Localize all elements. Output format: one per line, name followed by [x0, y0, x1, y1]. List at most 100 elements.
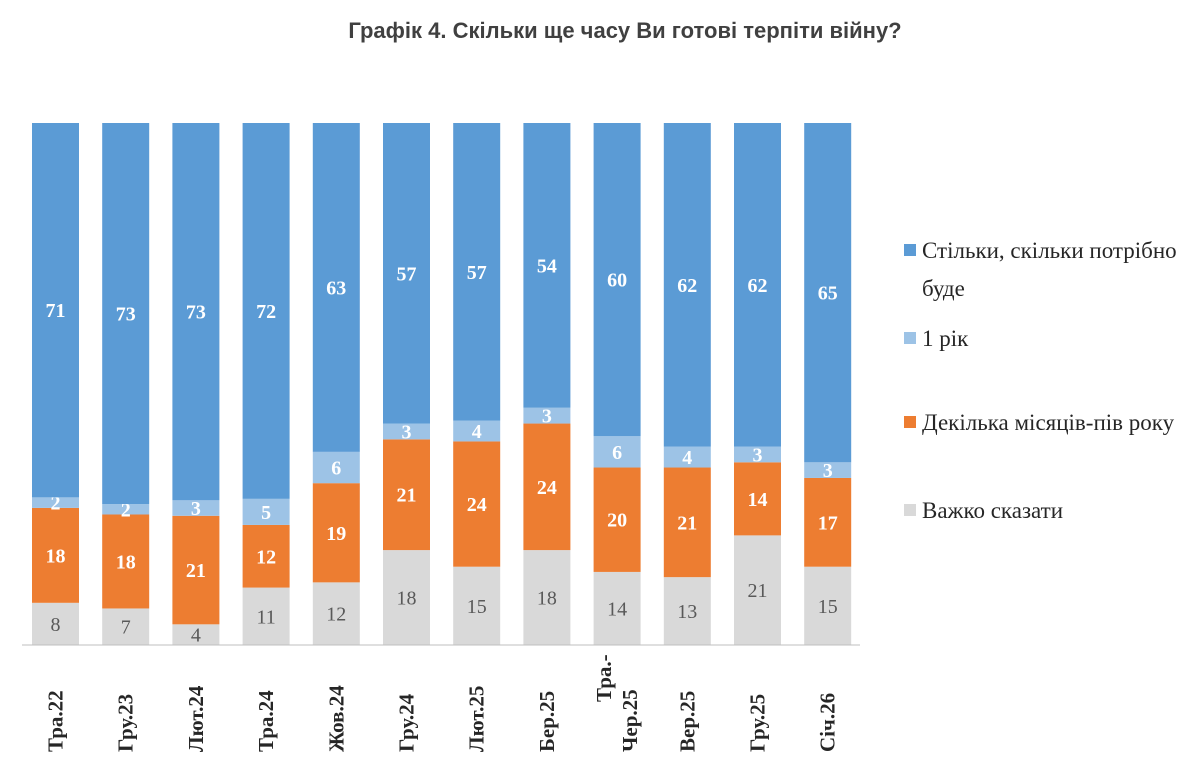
x-tick-label: Вер.25: [675, 691, 699, 752]
chart-title: Графік 4. Скільки ще часу Ви готові терп…: [348, 18, 902, 43]
data-label: 15: [467, 596, 487, 618]
data-label: 62: [748, 275, 768, 297]
bar-segment: [663, 577, 711, 645]
bar-segment: [383, 423, 430, 440]
legend-item-several-months: Декілька місяців-пів року: [904, 404, 1194, 442]
bar-segment: [593, 571, 641, 645]
legend-item-hard-to-say: Важко сказати: [904, 492, 1194, 530]
data-label: 2: [121, 499, 131, 521]
bar-segment: [32, 602, 79, 645]
data-label: 20: [607, 510, 627, 532]
x-tick-label: Тра.22: [44, 690, 68, 752]
legend-item-1-year: 1 рік: [904, 320, 1194, 358]
bar-segment: [804, 462, 852, 478]
bar-segment: [734, 123, 781, 447]
data-label: 3: [542, 406, 552, 428]
bar-segment: [172, 123, 220, 501]
data-label: 63: [326, 277, 346, 299]
bar-segment: [523, 407, 571, 424]
bar-segment: [523, 550, 571, 645]
data-label: 6: [331, 458, 341, 480]
data-label: 21: [748, 580, 768, 602]
data-label: 11: [256, 606, 275, 628]
data-label: 72: [256, 301, 276, 323]
x-tick-label: Тра.24: [254, 690, 278, 752]
data-label: 3: [191, 498, 201, 520]
x-tick-label: Гру.24: [395, 693, 419, 752]
bar-segment: [663, 446, 711, 468]
data-label: 57: [467, 262, 487, 284]
data-label: 18: [46, 545, 66, 567]
bar-segment: [383, 550, 430, 645]
bar-segment: [663, 123, 711, 447]
bar-segment: [453, 420, 501, 442]
x-tick-label: Жов.24: [324, 685, 348, 752]
data-label: 21: [186, 560, 206, 582]
bar-segment: [32, 497, 79, 508]
data-label: 3: [823, 460, 833, 482]
x-tick-label: Бер.25: [535, 691, 559, 752]
data-label: 65: [818, 283, 838, 305]
bar-segment: [242, 123, 290, 499]
legend-label: 1 рік: [922, 326, 969, 351]
x-tick-label: Гру.25: [746, 694, 770, 752]
bar-segment: [453, 123, 501, 421]
bar-segment: [804, 123, 852, 463]
bar-segment: [804, 477, 852, 567]
data-label: 4: [472, 421, 482, 443]
x-tick-label: Гру.23: [114, 694, 138, 752]
data-label: 13: [677, 601, 697, 623]
data-label: 18: [116, 551, 136, 573]
bar-segment: [804, 566, 852, 645]
bar-segment: [172, 515, 220, 625]
bar-segment: [312, 451, 360, 484]
bar-segment: [172, 624, 220, 645]
bar-segment: [242, 498, 290, 525]
bar-segment: [593, 436, 641, 468]
data-label: 14: [607, 598, 627, 620]
data-label: 19: [326, 523, 346, 545]
bar-segment: [523, 123, 571, 408]
bar-segment: [102, 504, 150, 515]
data-label: 6: [612, 442, 622, 464]
bar-segment: [734, 446, 781, 463]
bar-segment: [453, 566, 501, 645]
legend-swatch: [904, 416, 916, 428]
bar-segment: [32, 507, 79, 603]
legend-swatch: [904, 332, 916, 344]
legend-swatch: [904, 504, 916, 516]
data-label: 3: [753, 444, 763, 466]
data-label: 18: [397, 588, 417, 610]
data-label: 60: [607, 270, 627, 292]
legend-item-as-long-as-needed: Стільки, скільки потрібно буде: [904, 232, 1194, 308]
legend-label: Стільки, скільки потрібно буде: [922, 238, 1177, 301]
legend-label: Декілька місяців-пів року: [922, 410, 1175, 435]
data-label: 8: [51, 614, 61, 636]
bar-segment: [312, 123, 360, 452]
legend-label: Важко сказати: [922, 498, 1063, 523]
bar-segment: [32, 123, 79, 498]
bar-segment: [383, 439, 430, 551]
legend-swatch: [904, 244, 916, 256]
bar-segment: [593, 123, 641, 437]
x-tick-label: Тра.-Чер.25: [592, 654, 642, 752]
bar-segment: [523, 423, 571, 551]
data-label: 24: [537, 477, 557, 499]
data-label: 71: [46, 300, 66, 322]
data-label: 12: [326, 604, 346, 626]
data-label: 15: [818, 596, 838, 618]
data-label: 14: [748, 489, 768, 511]
data-label: 5: [261, 502, 271, 524]
data-label: 4: [191, 625, 201, 647]
data-label: 2: [51, 493, 61, 515]
bar-segment: [312, 582, 360, 645]
bar-segment: [242, 587, 290, 645]
bar-segment: [102, 123, 150, 505]
bar-segment: [312, 483, 360, 583]
bar-segment: [734, 535, 781, 645]
bar-segment: [102, 514, 150, 609]
data-label: 54: [537, 255, 557, 277]
data-label: 3: [402, 421, 412, 443]
x-tick-label: Січ.26: [816, 693, 840, 752]
